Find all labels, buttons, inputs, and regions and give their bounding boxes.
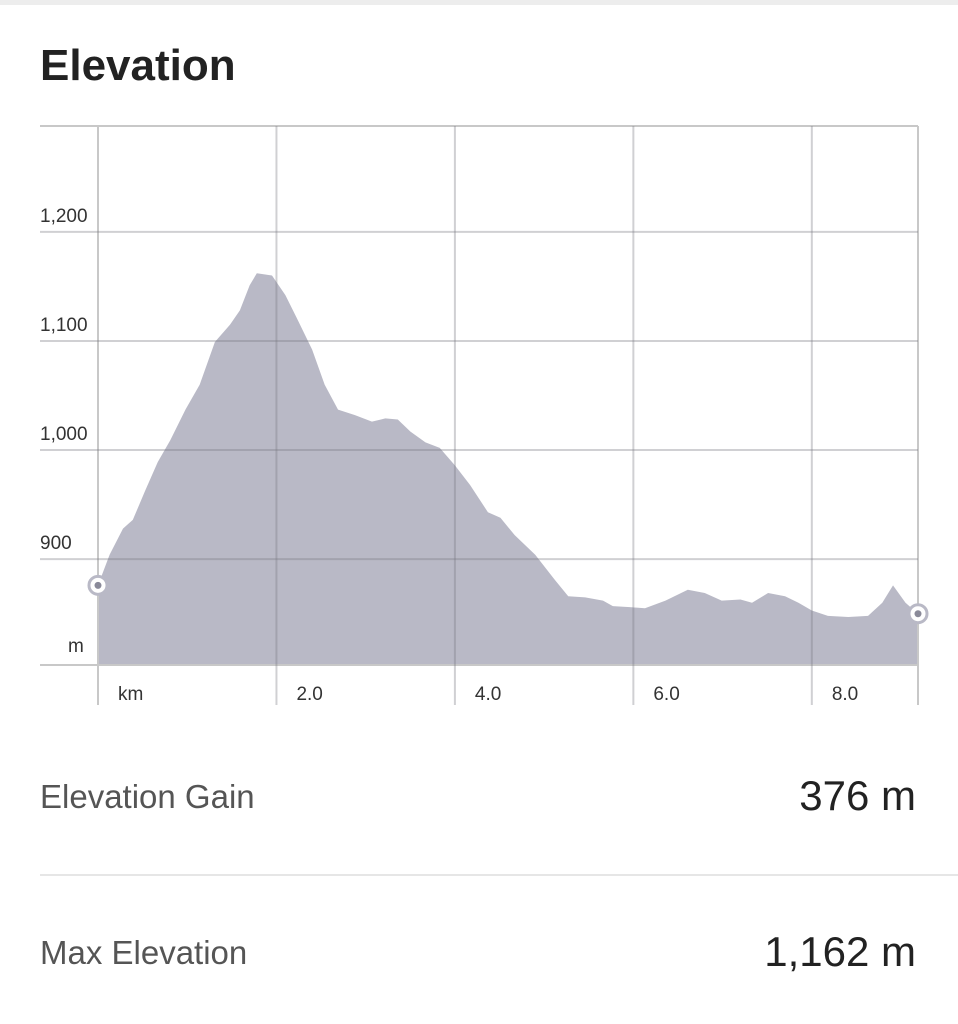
- status-strip: [0, 0, 958, 5]
- y-tick-label: 1,100: [40, 315, 88, 336]
- stat-value: 376 m: [799, 772, 916, 819]
- x-tick-label: 2.0: [296, 684, 322, 705]
- x-axis-unit: km: [118, 684, 143, 705]
- stat-value: 1,162 m: [764, 928, 916, 975]
- endpoint-dot: [94, 581, 102, 589]
- stat-label: Max Elevation: [40, 934, 248, 971]
- chart: Elevation 900 1,000 1,100 1,200 2.0 4.0 6.0 8.0…: [40, 41, 929, 705]
- y-tick-label: 1,000: [40, 424, 88, 445]
- y-tick-label: 1,200: [40, 206, 88, 227]
- x-tick-label: 6.0: [653, 684, 679, 705]
- x-tick-label: 8.0: [832, 684, 858, 705]
- chart-title: Elevation: [40, 41, 236, 90]
- y-tick-label: 900: [40, 533, 72, 554]
- x-tick-label: 4.0: [475, 684, 501, 705]
- stat-label: Elevation Gain: [40, 778, 255, 815]
- elevation-area: [98, 273, 918, 665]
- endpoint-dot: [914, 610, 922, 618]
- divider: [40, 874, 958, 876]
- y-axis-unit: m: [68, 636, 84, 657]
